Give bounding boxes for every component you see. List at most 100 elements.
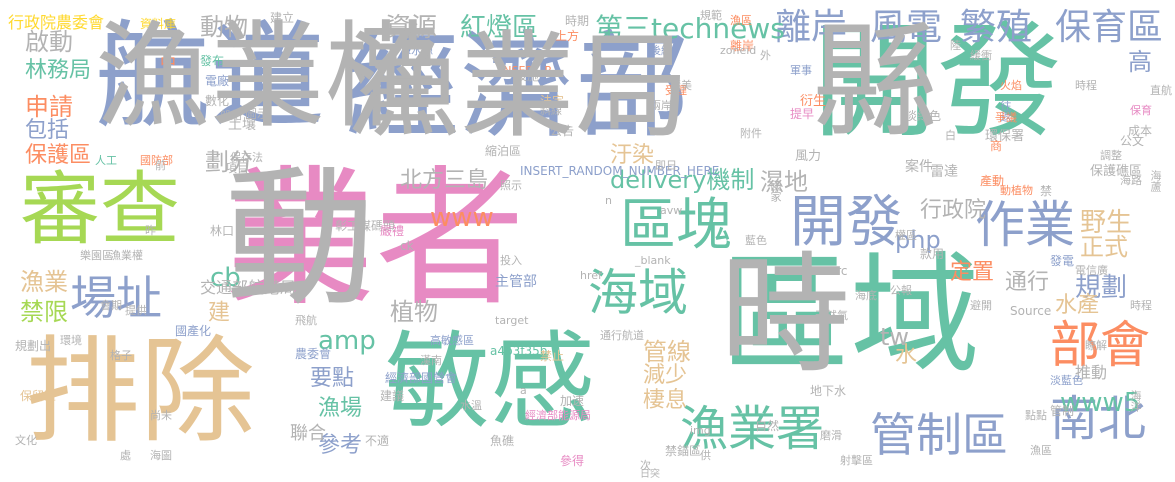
cloud-word: 產動 — [980, 174, 1005, 188]
cloud-word: 電廠 — [205, 74, 230, 88]
cloud-word: 包括 — [25, 118, 70, 143]
cloud-word: 保存法 — [230, 151, 263, 164]
cloud-word: 白 — [945, 129, 956, 142]
cloud-word: 商 — [990, 139, 1003, 153]
cloud-word: 建議 — [380, 389, 405, 403]
cloud-word: php — [895, 226, 941, 254]
cloud-word: 尚未 — [150, 409, 172, 422]
cloud-word: 發布 — [200, 54, 225, 68]
cloud-word: 參考 — [318, 433, 363, 458]
cloud-word: 供 — [700, 449, 711, 462]
cloud-word: 提早 — [790, 107, 815, 121]
cloud-word: 時程 — [1130, 299, 1152, 312]
cloud-word: 時程 — [1075, 79, 1097, 92]
cloud-word: 高敏感區 — [430, 334, 474, 347]
cloud-word: 避開 — [970, 299, 992, 312]
cloud-word: 時 — [720, 239, 851, 391]
cloud-word: 水水源 — [400, 44, 433, 57]
cloud-word: 款用 — [920, 247, 945, 261]
cloud-word: 水產 — [1055, 293, 1100, 318]
cloud-word: 設施 — [515, 69, 540, 83]
cloud-word: img — [690, 424, 711, 437]
cloud-word: 行政院農委會 — [8, 13, 105, 32]
cloud-word: 照示 — [500, 179, 522, 192]
cloud-word: 火焰 — [1000, 79, 1022, 92]
cloud-word: 案件 — [905, 159, 933, 175]
cloud-word: 航道 — [95, 10, 326, 144]
cloud-word: target — [495, 314, 529, 327]
cloud-word: 樂園區 — [80, 249, 113, 262]
cloud-word: 公文 — [1120, 134, 1145, 148]
cloud-word: 紅燈區 — [460, 13, 539, 43]
cloud-word: 部會 — [1050, 316, 1150, 374]
cloud-word: 漁區 — [1030, 444, 1052, 457]
cloud-word: 斜線 — [540, 104, 562, 117]
cloud-word: 離岸 — [730, 39, 755, 53]
cloud-word: 藍色 — [745, 234, 767, 247]
cloud-word: 即日 — [655, 159, 677, 172]
cloud-word: _blank — [635, 254, 671, 267]
cloud-word: 棲息 — [643, 388, 688, 413]
cloud-word: 法定 — [540, 94, 565, 108]
cloud-word: 雷達 — [930, 164, 958, 180]
cloud-word: 規劃 — [1075, 273, 1128, 303]
cloud-word: 風力 — [795, 149, 822, 164]
cloud-word: 公告 — [550, 124, 575, 138]
cloud-word: 區塊 — [620, 193, 732, 258]
cloud-word: 區域 — [720, 239, 981, 391]
cloud-word: 會期 — [100, 299, 122, 312]
cloud-word: 水 — [895, 343, 918, 368]
cloud-word: 陸 — [950, 39, 961, 52]
cloud-word: 保育 — [1130, 104, 1152, 117]
cloud-word: 項目 — [225, 161, 250, 175]
cloud-word: 海圖 — [150, 449, 172, 462]
cloud-word: 審查 — [20, 163, 180, 256]
cloud-word: 點點 — [1025, 409, 1047, 422]
cloud-word: 第三technews — [595, 12, 785, 45]
cloud-word: 淡藍色 — [1050, 374, 1083, 387]
cloud-word: 排除 — [25, 325, 256, 459]
cloud-word: 船舶 — [220, 109, 242, 122]
cloud-word: 不適 — [365, 434, 390, 448]
cloud-word: 調整 — [1100, 149, 1122, 162]
cloud-word: 權區 — [895, 229, 917, 242]
cloud-word: 環境 — [60, 334, 82, 347]
cloud-word: 天然氣 — [815, 309, 848, 322]
cloud-word: 禁限 — [20, 298, 68, 326]
cloud-word: cb — [210, 263, 241, 293]
cloud-word: 建立 — [270, 11, 295, 25]
cloud-word: 軍事 — [790, 64, 812, 77]
cloud-word: 定置 — [950, 260, 995, 285]
cloud-word: 國家 — [769, 180, 782, 202]
cloud-word: 規劃出 — [15, 339, 52, 353]
cloud-word: 行政院 — [920, 198, 987, 223]
cloud-word: 規範 — [700, 9, 722, 22]
cloud-word: 高 — [1128, 48, 1152, 76]
cloud-word: src — [830, 264, 848, 278]
cloud-word: ck — [400, 239, 414, 253]
cloud-word: 禁錨區 — [665, 444, 702, 458]
cloud-word: 漁場 — [318, 396, 363, 421]
cloud-word: 參得 — [560, 454, 585, 468]
cloud-word: 時期 — [565, 14, 590, 28]
cloud-word: 漁業 — [20, 268, 68, 296]
cloud-word: href — [580, 269, 602, 282]
cloud-word: 磨滑 — [820, 429, 842, 442]
cloud-word: 前 — [155, 159, 166, 172]
cloud-word: 兩岸 — [650, 99, 672, 112]
cloud-word: 主管部 — [495, 274, 537, 290]
cloud-word: 後續 — [650, 44, 672, 57]
cloud-word: 直航 — [1150, 84, 1172, 97]
cloud-word: 動物 — [200, 13, 248, 41]
cloud-word: 外 — [760, 49, 771, 62]
cloud-word: 風電 — [870, 7, 943, 48]
cloud-word: avw — [660, 204, 683, 217]
cloud-word: 環保署 — [985, 129, 1025, 144]
cloud-word: 開發 — [790, 190, 902, 255]
cloud-word: 投入 — [500, 254, 522, 267]
cloud-word: Source — [1010, 304, 1052, 318]
cloud-word: 淡綠色 — [905, 109, 942, 123]
cloud-word: 水溫 — [460, 399, 482, 412]
cloud-word: 電信廣 — [1075, 264, 1108, 277]
